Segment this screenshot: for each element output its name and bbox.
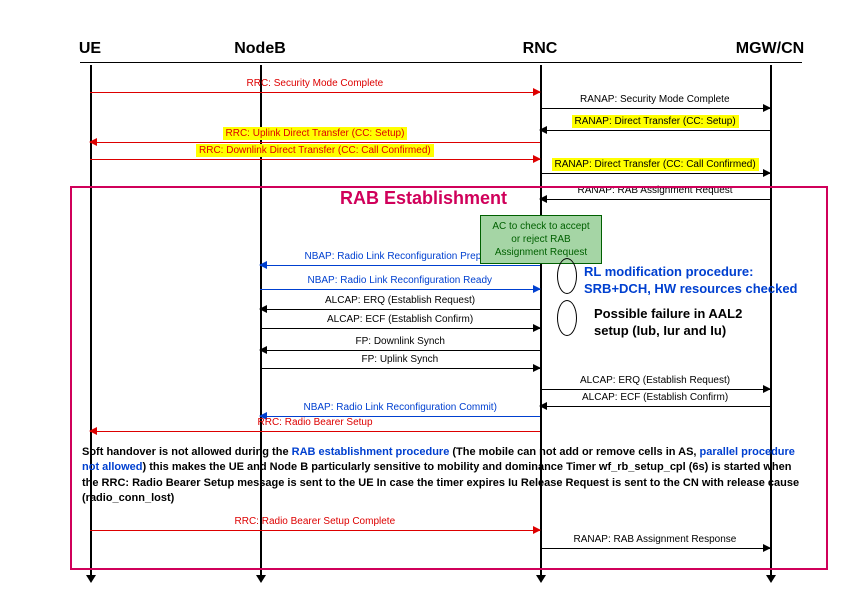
actor-rnc: RNC	[500, 40, 580, 58]
ellipse-1	[557, 300, 577, 336]
ellipse-0	[557, 258, 577, 294]
msg-label-1: RANAP: Security Mode Complete	[580, 94, 730, 105]
rab-title: RAB Establishment	[340, 188, 507, 209]
aal2-failure-note: Possible failure in AAL2setup (Iub, Iur …	[594, 306, 742, 340]
handover-paragraph: Soft handover is not allowed during the …	[82, 445, 802, 507]
msg-arrow-4	[90, 159, 540, 160]
msg-arrow-1	[540, 108, 770, 109]
msg-label-3: RRC: Uplink Direct Transfer (CC: Setup)	[223, 128, 408, 139]
top-line	[80, 62, 802, 63]
rl-modification-note: RL modification procedure:SRB+DCH, HW re…	[584, 264, 798, 298]
msg-label-4: RRC: Downlink Direct Transfer (CC: Call …	[196, 145, 434, 156]
actor-mgw: MGW/CN	[730, 40, 810, 58]
msg-label-5: RANAP: Direct Transfer (CC: Call Confirm…	[552, 159, 759, 170]
sequence-diagram: UE NodeB RNC MGW/CN RRC: Security Mode Comp…	[0, 0, 842, 595]
ac-check-box: AC to check to acceptor reject RABAssign…	[480, 215, 602, 264]
actor-nodeb: NodeB	[220, 40, 300, 58]
actor-ue: UE	[50, 40, 130, 58]
msg-arrow-5	[540, 173, 770, 174]
msg-arrow-3	[90, 142, 540, 143]
msg-arrow-2	[540, 130, 770, 131]
msg-label-0: RRC: Security Mode Complete	[247, 78, 384, 89]
msg-arrow-0	[90, 92, 540, 93]
rab-establishment-box	[70, 186, 828, 570]
msg-label-2: RANAP: Direct Transfer (CC: Setup)	[572, 116, 739, 127]
